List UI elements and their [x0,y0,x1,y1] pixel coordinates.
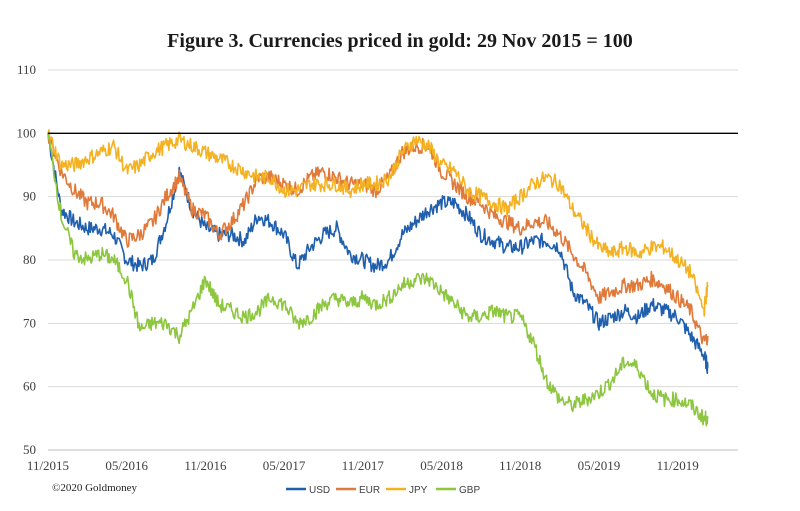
chart-title: Figure 3. Currencies priced in gold: 29 … [167,30,633,52]
x-tick-label: 05/2017 [263,458,306,473]
x-tick-label: 05/2019 [578,458,621,473]
x-tick-label: 11/2015 [27,458,69,473]
y-tick-label: 110 [17,62,36,77]
x-tick-label: 05/2016 [105,458,148,473]
x-tick-label: 11/2017 [342,458,385,473]
copyright-note: ©2020 Goldmoney [52,482,138,494]
series-line-jpy [47,129,709,317]
series-line-usd [47,133,709,374]
legend-label: JPY [409,485,428,496]
y-tick-label: 90 [23,189,36,204]
x-tick-label: 11/2019 [657,458,699,473]
y-tick-label: 80 [23,252,36,267]
y-tick-label: 50 [23,442,36,457]
x-tick-label: 05/2018 [420,458,463,473]
series-line-eur [47,133,709,346]
x-tick-label: 11/2016 [184,458,227,473]
legend-label: USD [309,485,330,496]
y-tick-label: 100 [17,125,37,140]
legend-label: EUR [359,485,380,496]
y-tick-label: 60 [23,379,36,394]
y-tick-label: 70 [23,315,36,330]
series-line-gbp [47,133,709,427]
x-tick-label: 11/2018 [499,458,541,473]
legend-label: GBP [459,485,480,496]
